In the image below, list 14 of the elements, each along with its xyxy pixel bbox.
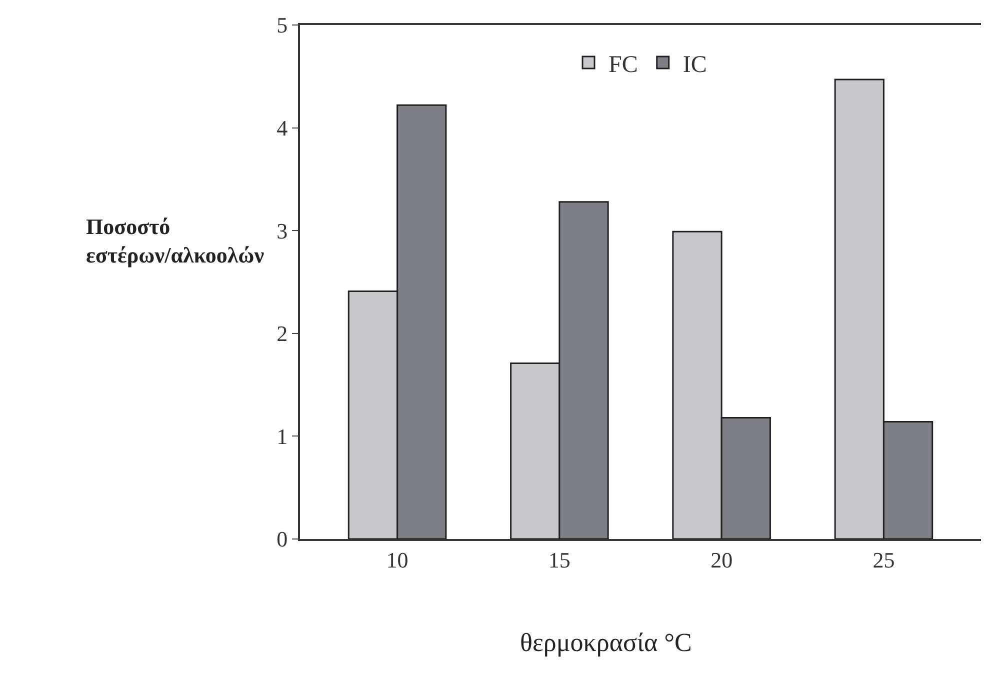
y-tick-label: 1 [276,424,288,449]
y-tick-label: 4 [276,116,288,140]
x-axis-title: θερμοκρασία °C [520,628,692,657]
y-tick-label: 0 [276,526,288,552]
y-tick-label: 3 [276,218,288,244]
x-tick-label: 20 [710,547,733,572]
y-tick-label: 5 [276,12,288,38]
x-tick-label: 25 [872,547,895,572]
x-tick-label: 15 [548,547,570,572]
legend-label: FC [608,52,638,78]
y-tick-label: 2 [276,321,288,346]
legend-label: IC [682,52,707,78]
x-tick-label: 10 [386,547,408,572]
y-axis-title: Ποσοστό εστέρων/αλκοολών [86,214,264,268]
